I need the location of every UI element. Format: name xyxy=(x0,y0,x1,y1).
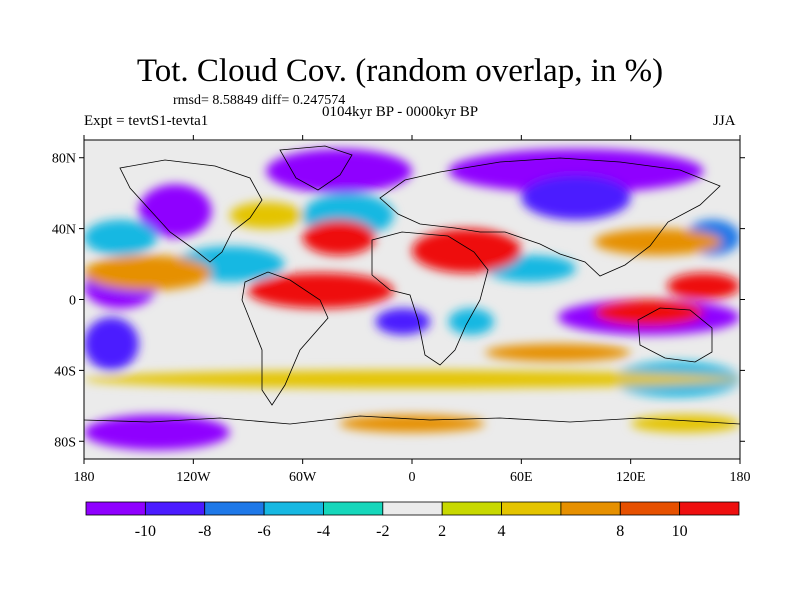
anomaly-region xyxy=(84,219,157,256)
colorbar-label: 8 xyxy=(616,523,624,540)
anomaly-region xyxy=(248,272,394,309)
colorbar-label: 2 xyxy=(438,523,446,540)
anomaly-region xyxy=(630,414,740,433)
anomaly-region xyxy=(484,343,631,362)
anomaly-region xyxy=(667,272,740,300)
colorbar-swatch xyxy=(85,501,146,516)
anomaly-region xyxy=(594,299,704,327)
colorbar-label: 4 xyxy=(498,523,506,540)
anomaly-region xyxy=(84,255,212,291)
coastline-antarctica xyxy=(84,415,740,425)
x-tick-label: 120W xyxy=(176,470,211,485)
anomaly-region xyxy=(84,317,139,371)
colorbar-swatch xyxy=(441,501,502,516)
anomaly-region xyxy=(375,308,431,335)
colorbar-label: -2 xyxy=(376,523,389,540)
experiment-label: Expt = tevtS1-tevta1 xyxy=(84,113,209,129)
time-period-text: 0104kyr BP - 0000kyr BP xyxy=(322,104,479,120)
colorbar: -10 -8 -6 -4 -2 2 4 8 10 xyxy=(85,501,740,540)
x-tick-label: 0 xyxy=(409,470,416,485)
x-tick-label: 120E xyxy=(616,470,646,485)
map-title: Tot. Cloud Cov. (random overlap, in %) xyxy=(136,53,664,89)
coastline-europe-asia xyxy=(379,157,721,277)
season-label: JJA xyxy=(713,113,736,129)
anomaly-blobs xyxy=(84,148,740,451)
y-axis: 80N 40N 0 40S 80S xyxy=(52,152,745,450)
anomaly-region xyxy=(339,414,485,433)
colorbar-label: -6 xyxy=(257,523,270,540)
y-tick-label: 80N xyxy=(52,152,76,167)
colorbar-swatch xyxy=(144,501,206,516)
colorbar-label: -4 xyxy=(317,523,330,540)
coastline-greenland xyxy=(279,145,353,191)
anomaly-region xyxy=(266,148,412,194)
x-tick-label: 180 xyxy=(730,470,751,485)
colorbar-label: -10 xyxy=(135,523,156,540)
y-tick-label: 80S xyxy=(54,435,76,450)
anomaly-region xyxy=(138,184,212,238)
y-tick-label: 0 xyxy=(69,294,76,309)
y-tick-label: 40S xyxy=(54,364,76,379)
x-tick-label: 60W xyxy=(289,470,317,485)
anomaly-region xyxy=(412,228,522,273)
coastline-africa xyxy=(371,231,489,366)
y-tick-label: 40N xyxy=(52,223,76,238)
anomaly-region xyxy=(448,148,704,194)
colorbar-label: 10 xyxy=(672,523,688,540)
anomaly-region xyxy=(521,175,631,220)
coastline-australia xyxy=(637,307,713,363)
colorbar-swatch xyxy=(204,501,265,516)
colorbar-label: -8 xyxy=(198,523,211,540)
colorbar-swatch xyxy=(679,501,740,516)
anomaly-region xyxy=(594,228,722,256)
anomaly-region xyxy=(302,219,376,256)
colorbar-swatch xyxy=(619,501,681,516)
x-tick-label: 60E xyxy=(510,470,533,485)
x-tick-label: 180 xyxy=(74,470,95,485)
colorbar-swatch xyxy=(263,501,324,516)
coastline-north-america xyxy=(119,159,263,263)
coastlines xyxy=(84,145,740,425)
anomaly-region xyxy=(448,308,494,335)
cloud-cover-field xyxy=(84,148,740,451)
colorbar-swatch xyxy=(560,501,621,516)
x-axis: 180 120W 60W 0 60E 120E 180 xyxy=(74,135,751,485)
anomaly-region xyxy=(84,370,740,389)
coastline-south-america xyxy=(241,271,329,406)
anomaly-region xyxy=(229,202,303,229)
anomaly-region xyxy=(84,414,230,451)
colorbar-swatch xyxy=(501,501,562,516)
colorbar-swatch xyxy=(323,501,384,516)
colorbar-swatch xyxy=(382,501,443,516)
rmsd-diff-text: rmsd= 8.58849 diff= 0.247574 xyxy=(173,93,346,108)
